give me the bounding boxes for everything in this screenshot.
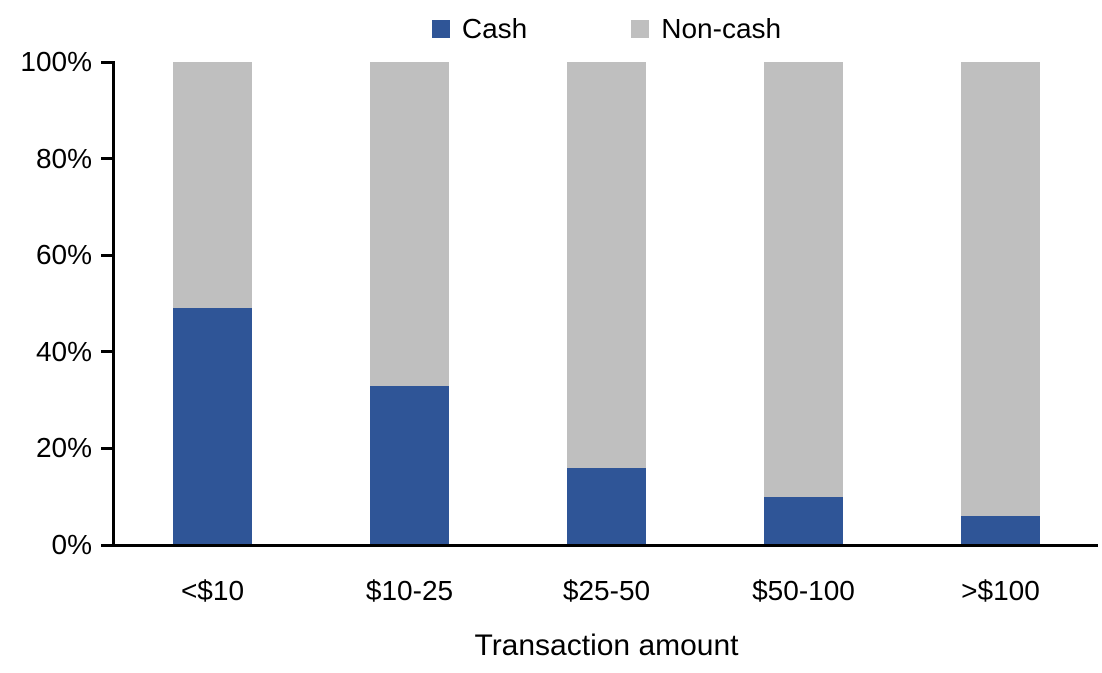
x-axis-category-label: >$100 [961, 575, 1040, 606]
y-axis-tick [101, 446, 112, 450]
x-axis-category-label: $50-100 [752, 575, 855, 606]
legend-item-cash: Cash [431, 11, 528, 47]
x-axis-line [112, 544, 1098, 547]
bar-segment-cash-3 [764, 496, 843, 545]
bar-segment-non-cash-1 [370, 62, 449, 386]
y-axis-tick-label: 100% [20, 46, 92, 77]
non-cash-legend-swatch [631, 20, 650, 38]
non-cash-legend-label: Non-cash [661, 13, 782, 44]
legend-item-non-cash: Non-cash [631, 11, 781, 47]
y-axis-tick-label: 80% [35, 142, 92, 174]
x-axis-title: Transaction amount [474, 629, 739, 662]
y-axis-tick [101, 157, 112, 161]
bar-segment-non-cash-2 [567, 62, 646, 468]
y-axis-tick-label: 60% [35, 239, 92, 271]
bar-segment-non-cash-3 [764, 62, 843, 497]
y-axis-tick [101, 543, 112, 547]
cash-legend-swatch [431, 20, 450, 38]
y-axis-tick [101, 350, 112, 354]
bar-segment-cash-4 [961, 516, 1040, 545]
y-axis-tick [101, 253, 112, 257]
bar-segment-cash-0 [173, 308, 252, 545]
x-axis-category-label: $25-50 [562, 575, 651, 606]
y-axis-tick-label: 0% [51, 529, 92, 560]
cash-legend-label: Cash [461, 13, 528, 44]
bar-segment-non-cash-0 [173, 62, 252, 309]
legend: Cash Non-cash [114, 11, 1099, 47]
x-axis-category-label: $10-25 [365, 575, 454, 606]
x-axis-category-label: <$10 [180, 575, 245, 606]
y-axis-line [112, 61, 115, 547]
y-axis-tick-label: 40% [35, 335, 92, 367]
bar-segment-cash-2 [567, 467, 646, 545]
bar-segment-cash-1 [370, 385, 449, 545]
bar-segment-non-cash-4 [961, 62, 1040, 517]
y-axis-tick [101, 60, 112, 64]
y-axis-tick-label: 20% [35, 432, 92, 464]
